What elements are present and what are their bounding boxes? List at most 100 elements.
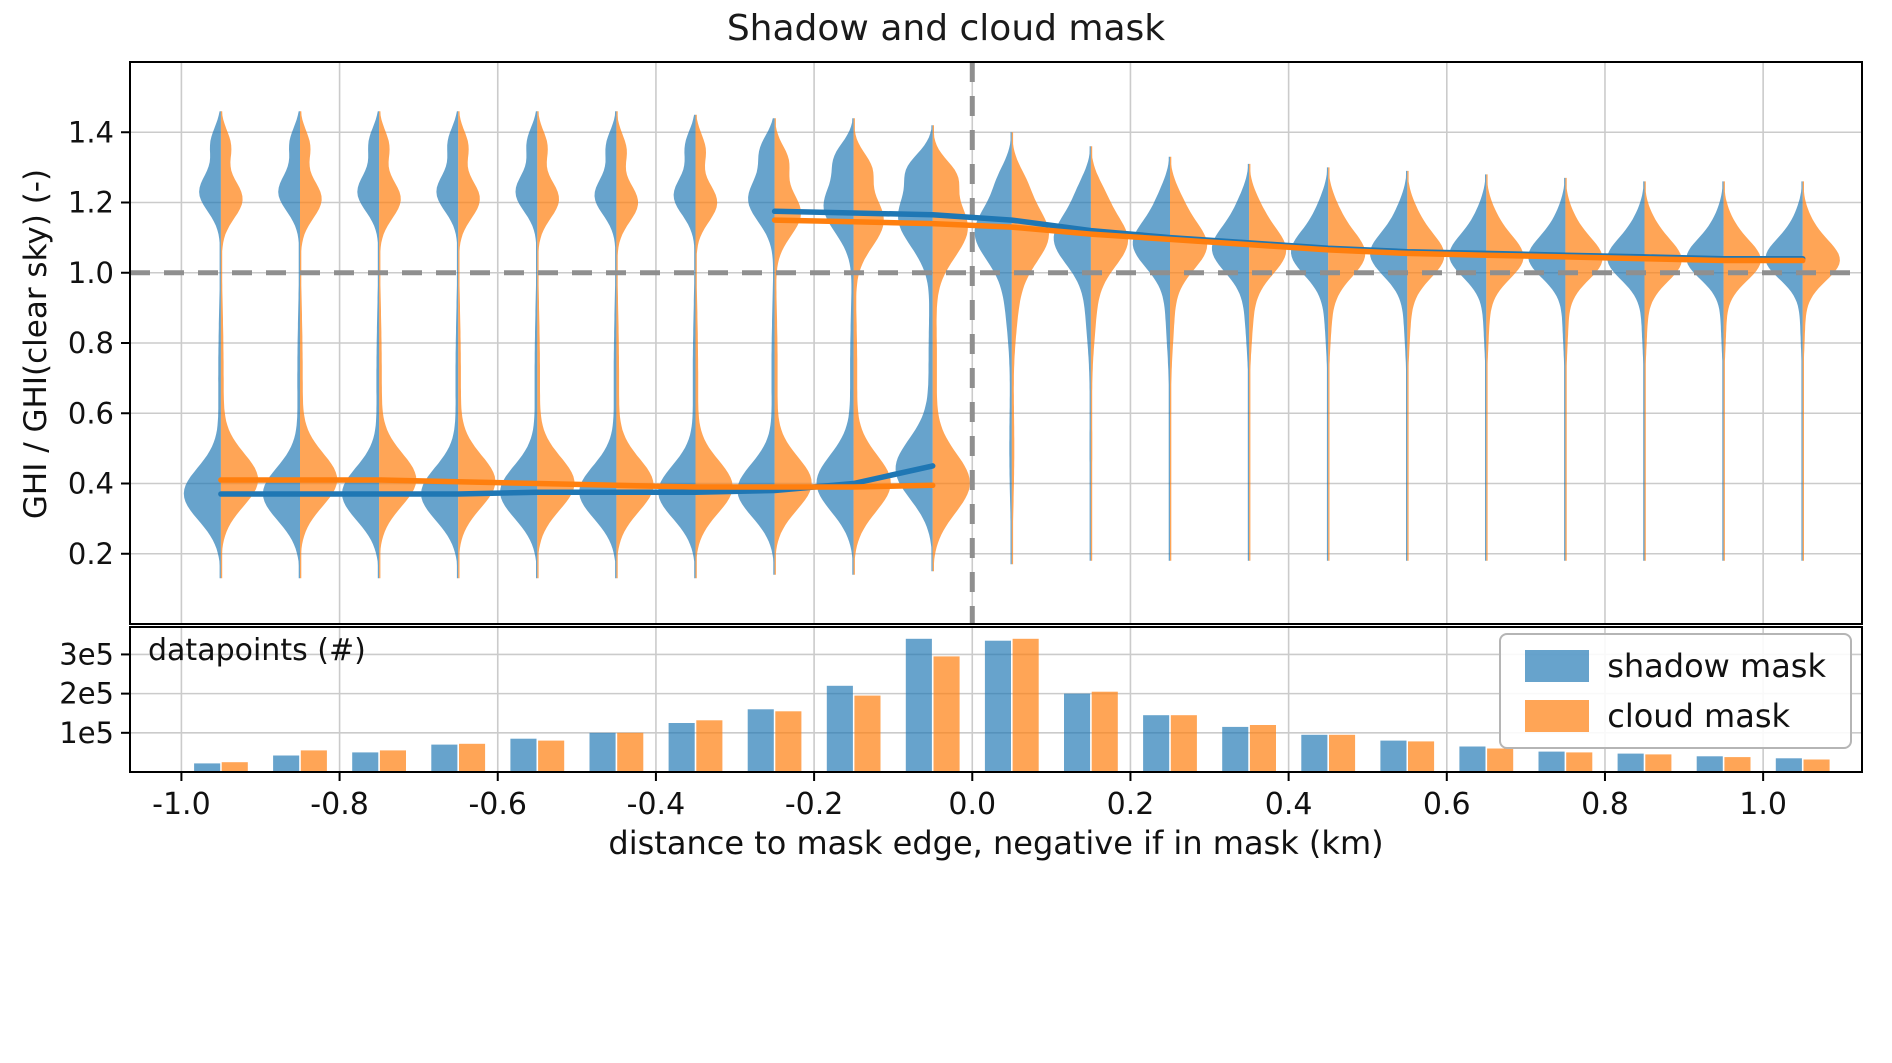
legend-label-shadow: shadow mask: [1607, 647, 1826, 685]
shadow-mask-violin: [974, 132, 1012, 565]
shadow-count-bar: [352, 752, 379, 772]
shadow-mask-violin: [262, 111, 300, 579]
cloud-count-bar: [933, 656, 960, 772]
cloud-mask-violin: [932, 125, 970, 572]
cloud-count-bar: [696, 720, 723, 772]
cloud-count-bar: [1170, 715, 1197, 772]
cloud-mask-violin: [774, 118, 812, 575]
ytick-label: 0.2: [68, 537, 114, 571]
xtick-label: 0.6: [1423, 787, 1471, 822]
cloud-mask-violin: [1249, 163, 1287, 561]
shadow-count-bar: [1380, 740, 1407, 772]
shadow-mask-violin: [737, 118, 775, 575]
cloud-count-bar: [1487, 748, 1514, 772]
cloud-mask-violin: [379, 111, 417, 579]
xtick-label: -0.8: [310, 787, 369, 822]
ytick-label: 1e5: [59, 716, 114, 750]
cloud-mask-violin: [1011, 132, 1049, 565]
shadow-mask-violin: [500, 111, 538, 579]
bar-axes-spine: [129, 626, 1863, 773]
ytick-label: 0.8: [68, 326, 114, 360]
shadow-mask-violin: [895, 125, 933, 572]
cloud-mask-mean-line: [771, 217, 1806, 264]
shadow-mask-violin: [1291, 167, 1329, 561]
cloud-mask-violin: [1802, 181, 1840, 561]
shadow-mask-violin: [816, 118, 854, 575]
cloud-mask-violin: [1170, 156, 1208, 561]
shadow-mask-violin: [1132, 156, 1170, 561]
cloud-mask-violin: [853, 118, 891, 575]
cloud-count-bar: [1645, 754, 1672, 772]
cloud-count-bar: [1012, 638, 1039, 772]
xtick-label: 1.0: [1739, 787, 1787, 822]
cloud-mask-violin: [1407, 170, 1445, 561]
shadow-mask-violin: [1211, 163, 1250, 561]
shadow-count-bar: [589, 732, 616, 772]
shadow-count-bar: [510, 738, 537, 772]
shadow-count-bar: [431, 744, 458, 772]
cloud-mask-mean-line: [218, 477, 936, 490]
shadow-count-bar: [1222, 726, 1249, 772]
chart-title: Shadow and cloud mask: [726, 8, 1166, 49]
ytick-label: 1.0: [68, 256, 114, 290]
shadow-count-bar: [747, 709, 774, 772]
cloud-count-bar: [538, 740, 565, 772]
cloud-count-bar: [854, 695, 881, 772]
cloud-mask-violin: [1090, 146, 1129, 561]
shadow-count-bar: [905, 638, 932, 772]
shadow-count-bar: [1617, 753, 1644, 772]
shadow-mask-violin: [1449, 174, 1487, 561]
xtick-label: -1.0: [152, 787, 211, 822]
shadow-mask-violin: [1686, 181, 1724, 561]
shadow-count-bar: [826, 685, 853, 772]
shadow-mask-violin: [342, 111, 380, 579]
ytick-label: 1.4: [68, 115, 114, 149]
shadow-mask-violin: [1053, 146, 1091, 561]
legend: shadow mask cloud mask: [1499, 633, 1852, 749]
cloud-count-bar: [617, 732, 644, 772]
xtick-label: 0.0: [948, 787, 996, 822]
cloud-count-bar: [1724, 757, 1751, 772]
cloud-mask-violin: [537, 111, 575, 579]
cloud-mask-violin: [1486, 174, 1524, 561]
ytick-label: 1.2: [68, 186, 114, 220]
xtick-label: 0.2: [1107, 787, 1155, 822]
cloud-mask-violin: [1644, 181, 1682, 561]
cloud-count-bar: [221, 762, 248, 772]
cloud-mask-violin: [1565, 177, 1603, 561]
shadow-count-bar: [1064, 693, 1091, 772]
legend-item-shadow-mask: shadow mask: [1525, 647, 1826, 685]
cloud-mask-violin: [458, 111, 496, 579]
shadow-count-bar: [1459, 746, 1486, 772]
xtick-label: -0.6: [468, 787, 527, 822]
shadow-count-bar: [194, 763, 221, 772]
shadow-count-bar: [1696, 756, 1723, 772]
legend-label-cloud: cloud mask: [1607, 697, 1791, 735]
cloud-count-bar: [379, 750, 406, 772]
shadow-count-bar: [1301, 734, 1328, 772]
shadow-mask-violin: [579, 111, 617, 579]
legend-swatch-cloud-icon: [1525, 700, 1590, 732]
cloud-count-bar: [1408, 741, 1435, 772]
cloud-mask-violin: [1328, 167, 1366, 561]
shadow-count-bar: [1775, 758, 1802, 772]
shadow-mask-violin: [1370, 170, 1408, 561]
ytick-label: 2e5: [59, 677, 114, 711]
cloud-count-bar: [300, 750, 327, 772]
shadow-mask-violin: [183, 111, 221, 579]
xtick-label: -0.2: [785, 787, 844, 822]
cloud-count-bar: [459, 743, 486, 772]
ytick-label: 0.6: [68, 396, 114, 430]
cloud-mask-violin: [220, 111, 259, 579]
y-axis-label: GHI / GHI(clear sky) (-): [18, 168, 54, 520]
cloud-count-bar: [1803, 759, 1830, 772]
cloud-count-bar: [1329, 734, 1356, 772]
cloud-count-bar: [775, 711, 802, 772]
cloud-mask-violin: [616, 111, 654, 579]
shadow-mask-violin: [421, 111, 459, 579]
shadow-count-bar: [984, 640, 1011, 772]
shadow-mask-violin: [1765, 181, 1803, 561]
legend-item-cloud-mask: cloud mask: [1525, 697, 1826, 735]
cloud-count-bar: [1091, 691, 1118, 772]
